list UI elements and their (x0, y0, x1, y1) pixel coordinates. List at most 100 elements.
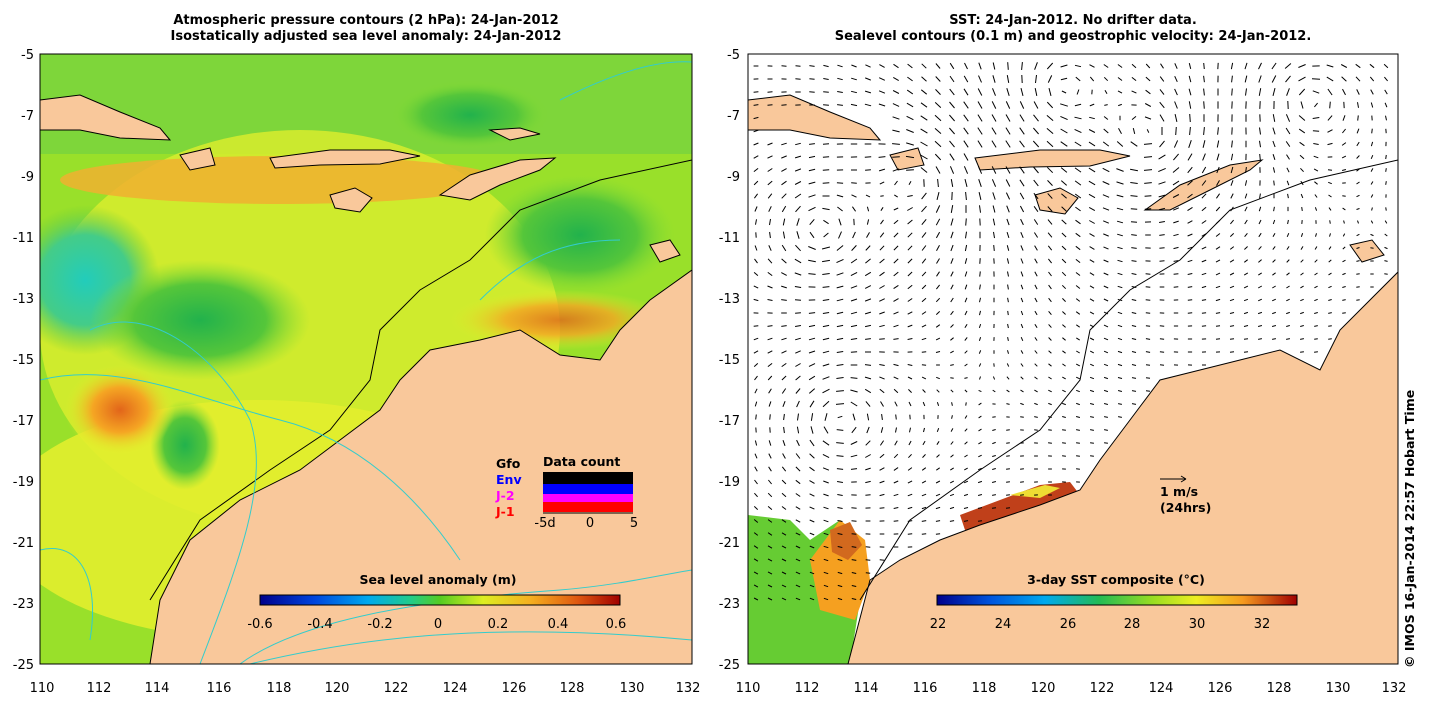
velocity-arrow (1202, 140, 1206, 148)
velocity-arrow (836, 245, 844, 251)
velocity-arrow (1328, 246, 1332, 250)
velocity-arrow (781, 193, 787, 199)
velocity-arrow (1131, 90, 1137, 94)
velocity-arrow (795, 584, 801, 588)
velocity-arrow (754, 388, 758, 394)
velocity-arrow (1298, 115, 1306, 121)
velocity-arrow (1356, 208, 1360, 210)
velocity-arrow (1033, 206, 1039, 212)
velocity-arrow (794, 155, 802, 159)
velocity-arrow (1384, 273, 1388, 275)
velocity-arrow (795, 597, 801, 601)
velocity-arrow (866, 413, 870, 421)
velocity-arrow (1034, 62, 1038, 70)
velocity-arrow (1298, 128, 1306, 134)
velocity-arrow (851, 598, 857, 600)
velocity-arrow (809, 519, 815, 523)
velocity-arrow (892, 90, 900, 94)
velocity-arrow (850, 389, 858, 393)
velocity-arrow (1300, 298, 1304, 302)
legend-j2: J-2 (495, 488, 515, 503)
velocity-arrow (1216, 153, 1220, 161)
velocity-arrow (851, 194, 857, 198)
velocity-arrow (879, 480, 885, 484)
velocity-arrow (1243, 285, 1249, 289)
velocity-arrow (934, 140, 942, 148)
x-tick-label: 116 (913, 681, 938, 696)
velocity-arrow (809, 480, 815, 484)
velocity-arrow (936, 245, 940, 251)
velocity-arrow (1047, 75, 1053, 83)
velocity-arrow (822, 453, 830, 459)
velocity-arrow (754, 401, 758, 407)
velocity-arrow (823, 78, 829, 80)
velocity-arrow (949, 140, 955, 148)
velocity-arrow (795, 350, 801, 354)
velocity-arrow (893, 284, 899, 290)
velocity-arrow (949, 506, 955, 510)
velocity-arrow (1006, 494, 1010, 496)
velocity-arrow (1006, 468, 1010, 470)
velocity-arrow (1033, 101, 1039, 109)
velocity-arrow (1074, 167, 1082, 173)
velocity-arrow (1020, 245, 1024, 251)
velocity-arrow (864, 388, 872, 394)
velocity-arrow (782, 218, 786, 226)
velocity-arrow (1342, 115, 1346, 121)
velocity-arrow (837, 415, 843, 419)
velocity-arrow (894, 401, 898, 407)
velocity-arrow (1019, 179, 1025, 187)
velocity-arrow (1005, 140, 1011, 148)
velocity-arrow (1145, 299, 1151, 301)
y-tick-label: -15 (719, 353, 740, 368)
velocity-arrow (977, 520, 983, 522)
velocity-arrow (767, 558, 773, 562)
right-title: SST: 24-Jan-2012. No drifter data. Seale… (748, 13, 1398, 45)
velocity-arrow (879, 181, 885, 185)
velocity-arrow (755, 414, 757, 420)
velocity-arrow (1341, 142, 1347, 146)
velocity-arrow (781, 350, 787, 354)
velocity-arrow (1145, 312, 1151, 314)
velocity-arrow (1103, 324, 1109, 328)
velocity-arrow (1060, 77, 1068, 81)
velocity-arrow (1285, 114, 1291, 122)
tanimbar-island (1349, 239, 1385, 263)
velocity-arrow (1258, 62, 1262, 70)
velocity-arrow (1062, 337, 1066, 341)
velocity-arrow (908, 389, 912, 393)
velocity-arrow (1298, 88, 1306, 96)
velocity-arrow (1090, 442, 1094, 444)
velocity-arrow (1311, 78, 1321, 80)
velocity-arrow (1102, 181, 1110, 185)
velocity-field (753, 62, 1389, 601)
velocity-arrow (795, 65, 801, 67)
velocity-arrow (836, 272, 844, 276)
velocity-arrow (991, 127, 997, 135)
velocity-arrow (1216, 166, 1220, 174)
velocity-arrow (822, 207, 830, 211)
velocity-arrow (921, 337, 927, 341)
velocity-arrow (838, 218, 842, 226)
velocity-arrow (1370, 181, 1374, 185)
velocity-arrow (822, 467, 830, 471)
velocity-arrow (1285, 75, 1291, 83)
velocity-arrow (965, 402, 967, 406)
velocity-arrow (1089, 298, 1095, 302)
velocity-arrow (879, 493, 885, 497)
velocity-arrow (837, 520, 843, 522)
velocity-arrow (950, 337, 954, 341)
velocity-arrow (965, 218, 967, 226)
velocity-arrow (1257, 325, 1263, 327)
velocity-arrow (1062, 311, 1066, 315)
velocity-arrow (781, 155, 787, 159)
velocity-arrow (1131, 260, 1137, 262)
velocity-arrow (1047, 219, 1053, 225)
velocity-arrow (1187, 153, 1193, 161)
velocity-arrow (837, 584, 843, 588)
velocity-arrow (810, 426, 814, 434)
left-title-line2: Isostatically adjusted sea level anomaly… (170, 29, 562, 44)
sst-cb-label: 26 (1060, 617, 1077, 632)
velocity-arrow (823, 545, 829, 549)
velocity-arrow (964, 62, 968, 70)
